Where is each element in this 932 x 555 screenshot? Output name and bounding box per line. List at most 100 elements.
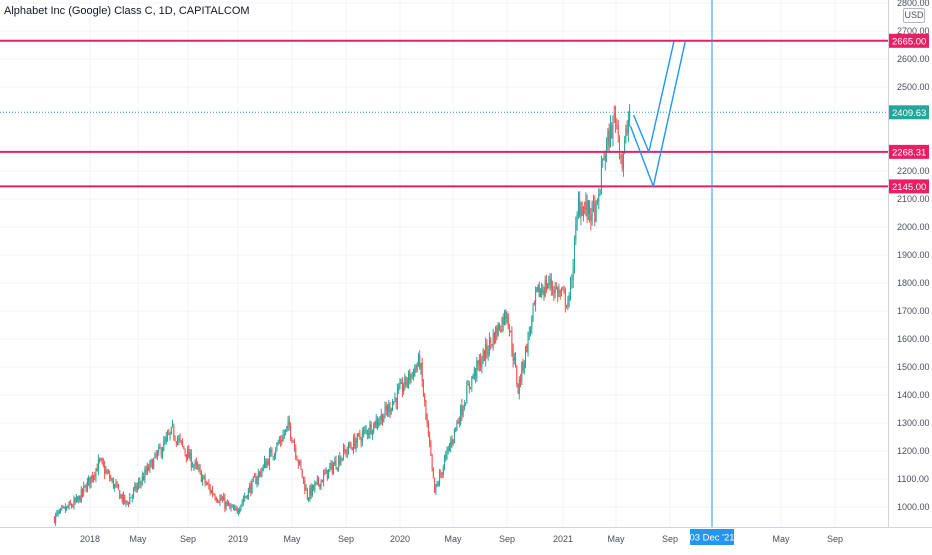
- candle-body: [178, 438, 180, 440]
- candle-body: [492, 334, 494, 346]
- candle-body: [432, 467, 434, 478]
- projection-drawing[interactable]: [629, 40, 687, 189]
- candle-body: [434, 477, 436, 493]
- candle-body: [420, 364, 422, 369]
- candle-body: [288, 420, 290, 426]
- candle-body: [369, 424, 371, 435]
- candle-body: [339, 456, 341, 465]
- candle-body: [576, 213, 578, 225]
- candle-body: [460, 405, 462, 424]
- candle-body: [100, 459, 102, 460]
- candle-body: [543, 291, 545, 296]
- candle-body: [598, 194, 600, 202]
- candle-body: [105, 470, 107, 474]
- candle-body: [252, 477, 254, 480]
- candle-body: [229, 505, 231, 507]
- candle-body: [537, 284, 539, 289]
- candle-body: [158, 447, 160, 452]
- candle-body: [154, 453, 156, 458]
- candle-body: [462, 408, 464, 415]
- horizontal-levels[interactable]: 2409.63 2665.00 2268.31 2145.00: [0, 33, 929, 194]
- candle-body: [359, 433, 361, 439]
- candle-body: [488, 339, 490, 354]
- projection-path[interactable]: [629, 40, 687, 189]
- candle-body: [270, 450, 272, 453]
- candle-body: [56, 512, 58, 514]
- level-badge: [889, 179, 929, 194]
- currency-label[interactable]: USD: [903, 8, 925, 23]
- candle-body: [361, 432, 363, 442]
- y-tick-label: 2600.00: [897, 54, 930, 64]
- candle-body: [194, 461, 196, 465]
- candle-body: [255, 476, 257, 484]
- candle-body: [192, 465, 194, 467]
- candle-body: [564, 290, 566, 306]
- candle-body: [135, 485, 137, 491]
- candle-body: [320, 480, 322, 488]
- candle-body: [60, 508, 62, 512]
- candle-body: [246, 495, 248, 499]
- candle-body: [508, 328, 510, 332]
- candle-body: [197, 465, 199, 469]
- candle-body: [379, 419, 381, 422]
- candle-body: [124, 494, 126, 504]
- y-tick-label: 1900.00: [897, 250, 930, 260]
- x-tick-label: Sep: [180, 534, 196, 544]
- candle-body: [553, 289, 555, 295]
- level-badge: [889, 144, 929, 159]
- candle-body: [117, 483, 119, 490]
- candle-body: [521, 362, 523, 382]
- candle-body: [329, 467, 331, 469]
- candle-body: [575, 224, 577, 241]
- candle-body: [218, 502, 220, 503]
- candle-body: [219, 497, 221, 503]
- candle-body: [272, 456, 274, 458]
- candle-body: [79, 496, 81, 502]
- candle-body: [172, 425, 174, 427]
- candle-body: [507, 315, 509, 328]
- x-tick-label: 2019: [228, 534, 248, 544]
- candle-body: [326, 469, 328, 478]
- candle-body: [558, 290, 560, 296]
- candle-body: [210, 490, 212, 494]
- candle-body: [516, 367, 518, 384]
- candle-body: [199, 468, 201, 471]
- candle-body: [278, 440, 280, 442]
- candle-body: [539, 290, 541, 297]
- candle-body: [53, 517, 55, 523]
- candle-body: [532, 304, 534, 315]
- candle-body: [121, 494, 123, 502]
- projection-path[interactable]: [632, 40, 675, 155]
- candle-body: [67, 506, 69, 508]
- candle-body: [390, 409, 392, 412]
- candle-body: [250, 485, 252, 493]
- candle-body: [336, 467, 338, 470]
- candle-body: [321, 479, 323, 483]
- candle-body: [441, 472, 443, 475]
- vertical-marker[interactable]: 03 Dec '21: [689, 0, 735, 545]
- candle-body: [483, 350, 485, 362]
- candle-body: [477, 360, 479, 365]
- candle-body: [447, 447, 449, 450]
- candle-body: [159, 446, 161, 449]
- candle-body: [439, 473, 441, 485]
- candle-body: [80, 489, 82, 503]
- candle-body: [170, 426, 172, 434]
- candle-body: [602, 159, 604, 161]
- candle-body: [323, 473, 325, 483]
- candle-body: [552, 288, 554, 290]
- candle-body: [214, 495, 216, 499]
- candle-body: [355, 441, 357, 449]
- candle-body: [240, 504, 242, 510]
- candle-body: [363, 430, 365, 434]
- candle-body: [262, 465, 264, 471]
- candle-body: [125, 500, 127, 503]
- candle-body: [72, 506, 74, 508]
- x-tick-label: Sep: [338, 534, 354, 544]
- candle-body: [283, 433, 285, 435]
- level-label: 2145.00: [892, 182, 926, 193]
- candle-body: [398, 387, 400, 391]
- candle-body: [184, 449, 186, 453]
